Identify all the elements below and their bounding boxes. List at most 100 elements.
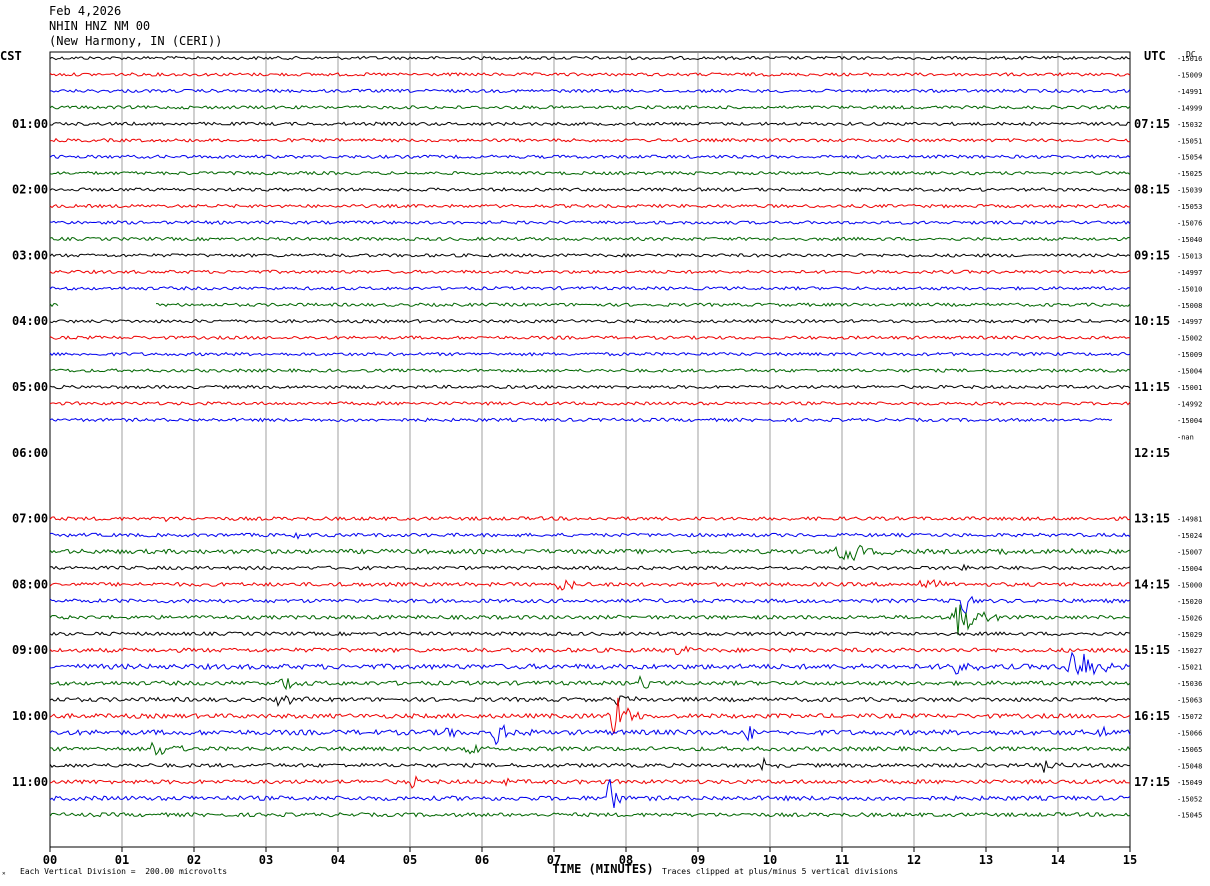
station-location: (New Harmony, IN (CERI)) <box>49 34 223 48</box>
trace-black <box>49 55 1131 61</box>
trace-green <box>49 302 59 308</box>
x-tick-label: 11 <box>835 853 849 867</box>
dc-label: DC <box>1186 50 1196 59</box>
trace-blue <box>49 417 1113 423</box>
trace-blue <box>49 154 1131 160</box>
x-tick-label: 03 <box>259 853 273 867</box>
corner-mark: ✕ <box>2 870 6 877</box>
right-hour-label: 09:15 <box>1134 248 1170 262</box>
trace-offset-label: -15010 <box>1177 285 1202 293</box>
trace-black <box>49 121 1131 127</box>
x-tick-label: 06 <box>475 853 489 867</box>
x-tick-label: 14 <box>1051 853 1065 867</box>
trace-blue <box>49 595 1131 615</box>
trace-black <box>49 563 1131 571</box>
trace-red <box>49 697 1131 734</box>
trace-black <box>49 253 1131 258</box>
trace-offset-label: -15076 <box>1177 220 1202 228</box>
trace-offset-label: -14997 <box>1177 269 1202 277</box>
x-tick-label: 01 <box>115 853 129 867</box>
trace-offset-label: -14997 <box>1177 318 1202 326</box>
trace-offset-label: -15000 <box>1177 581 1202 589</box>
trace-blue <box>49 779 1131 808</box>
trace-blue <box>49 285 1131 291</box>
trace-green <box>49 170 1131 176</box>
x-tick-label: 10 <box>763 853 777 867</box>
left-hour-label: 09:00 <box>12 643 48 657</box>
left-hour-label: 01:00 <box>12 117 48 131</box>
trace-green <box>49 236 1131 242</box>
trace-offset-label: -15053 <box>1177 203 1202 211</box>
right-timezone-label: UTC <box>1144 49 1166 63</box>
x-tick-label: 08 <box>619 853 633 867</box>
left-hour-label: 06:00 <box>12 446 48 460</box>
station-code: NHIN HNZ NM 00 <box>49 19 151 33</box>
right-hour-label: 13:15 <box>1134 512 1170 526</box>
trace-offset-label: -15001 <box>1177 384 1202 392</box>
trace-offset-label: -14999 <box>1177 104 1202 112</box>
right-hour-label: 12:15 <box>1134 446 1170 460</box>
trace-green <box>49 741 1131 756</box>
trace-red <box>49 335 1131 340</box>
left-timezone-label: CST <box>0 49 22 63</box>
trace-blue <box>49 723 1131 746</box>
scale-note: Each Vertical Division = 200.00 microvol… <box>20 867 228 876</box>
trace-offset-label: -15009 <box>1177 351 1202 359</box>
trace-blue <box>49 351 1131 357</box>
trace-offset-label: -15065 <box>1177 746 1202 754</box>
trace-offset-label: -15063 <box>1177 697 1202 705</box>
trace-offset-label: -15032 <box>1177 121 1202 129</box>
left-hour-label: 02:00 <box>12 183 48 197</box>
trace-offset-label: -14991 <box>1177 88 1202 96</box>
trace-offset-label: -15072 <box>1177 713 1202 721</box>
trace-black <box>49 695 1131 707</box>
trace-offset-label: -15029 <box>1177 631 1202 639</box>
trace-black <box>49 756 1131 773</box>
trace-green <box>49 811 1131 818</box>
trace-offset-label: -15049 <box>1177 779 1202 787</box>
trace-blue <box>49 88 1131 94</box>
x-tick-label: 09 <box>691 853 705 867</box>
plot-date: Feb 4,2026 <box>49 4 122 18</box>
trace-offset-label: -15025 <box>1177 170 1202 178</box>
trace-offset-label: -15004 <box>1177 417 1202 425</box>
trace-red <box>49 515 1131 523</box>
left-hour-label: 07:00 <box>12 512 48 526</box>
x-tick-label: 02 <box>187 853 201 867</box>
left-hour-label: 10:00 <box>12 709 48 723</box>
trace-offset-label: -15009 <box>1177 71 1202 79</box>
trace-black <box>49 631 1131 637</box>
trace-green <box>49 675 1131 691</box>
trace-green <box>49 104 1131 110</box>
trace-green <box>156 302 1131 308</box>
trace-red <box>49 401 1131 406</box>
trace-offset-label: -15066 <box>1177 729 1202 737</box>
left-hour-label: 04:00 <box>12 314 48 328</box>
trace-offset-label: -15027 <box>1177 647 1202 655</box>
x-tick-label: 13 <box>979 853 993 867</box>
trace-offset-label: -15002 <box>1177 335 1202 343</box>
right-hour-label: 15:15 <box>1134 643 1170 657</box>
time-labels: 00 01 02 03 04 05 06 07 08 09 10 11 12 13 14 15 01:00 07:… <box>12 55 1202 867</box>
trace-offset-label: -14981 <box>1177 516 1202 524</box>
left-hour-label: 05:00 <box>12 380 48 394</box>
trace-black <box>49 384 1131 390</box>
right-hour-label: 07:15 <box>1134 117 1170 131</box>
trace-blue <box>49 651 1131 676</box>
left-hour-label: 08:00 <box>12 577 48 591</box>
trace-offset-label: -14992 <box>1177 400 1202 408</box>
trace-black <box>49 318 1131 324</box>
right-hour-label: 16:15 <box>1134 709 1170 723</box>
right-hour-label: 14:15 <box>1134 577 1170 591</box>
right-hour-label: 17:15 <box>1134 775 1170 789</box>
trace-red <box>49 203 1130 209</box>
x-tick-label: 12 <box>907 853 921 867</box>
trace-red <box>49 137 1131 143</box>
trace-offset-label: -15026 <box>1177 614 1202 622</box>
clip-note: Traces clipped at plus/minus 5 vertical … <box>662 867 899 876</box>
trace-offset-label: -15004 <box>1177 565 1202 573</box>
trace-offset-label: -15004 <box>1177 368 1202 376</box>
trace-blue <box>49 220 1131 225</box>
trace-offset-label: -15048 <box>1177 762 1202 770</box>
